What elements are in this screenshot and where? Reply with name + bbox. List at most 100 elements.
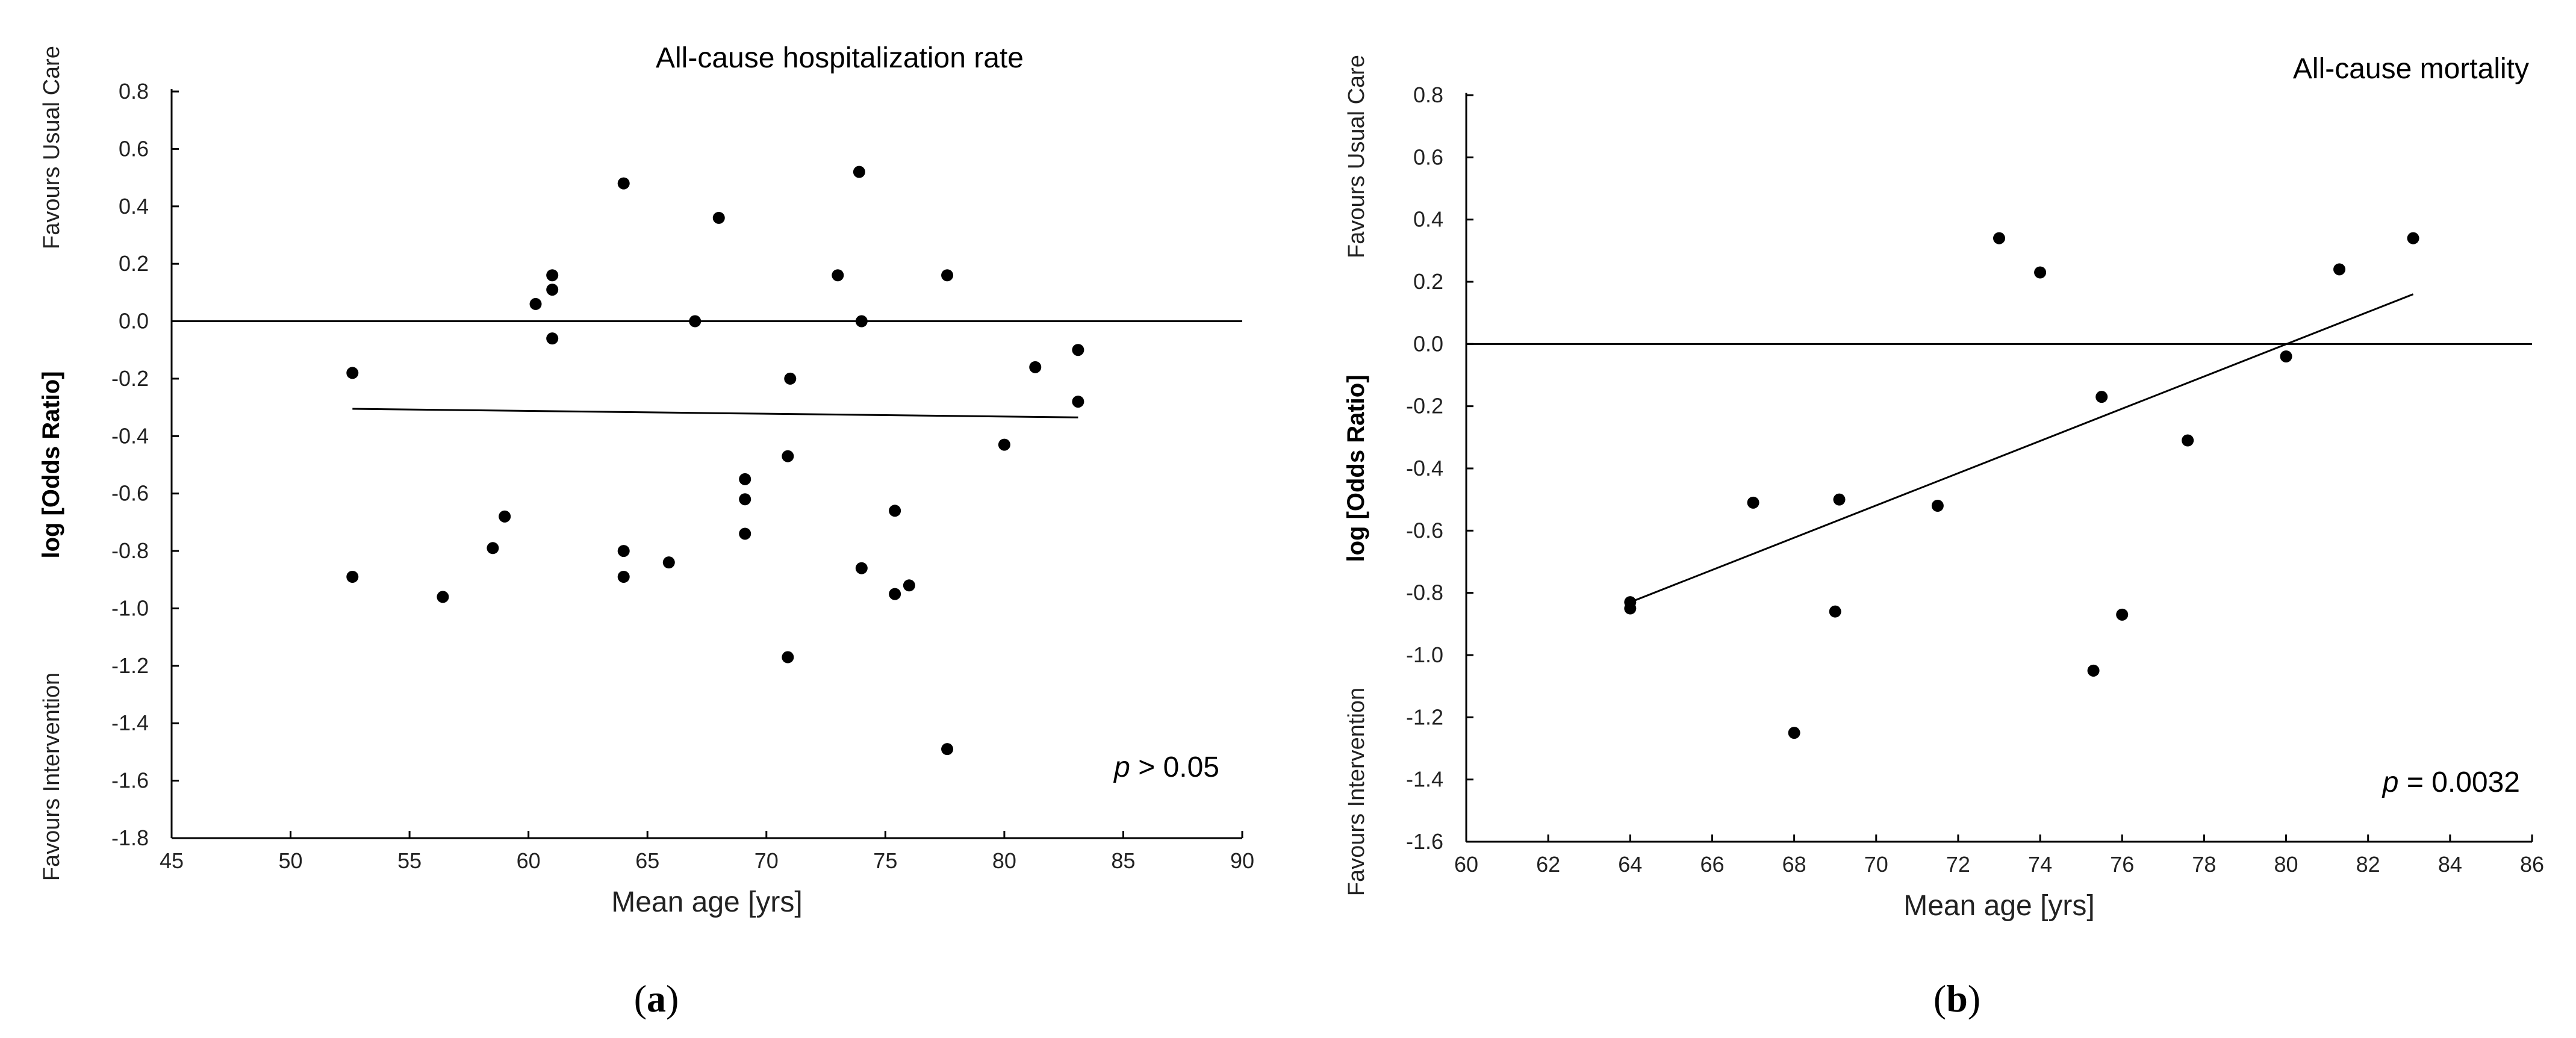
panel-b-x-tick-label: 72 (1946, 852, 1970, 877)
panel-a-y-tick-label: -0.4 (111, 423, 149, 448)
panel-a-data-point-23 (853, 166, 865, 178)
panel-a-y-tick-label: -0.6 (111, 481, 149, 506)
panel-a-y-tick-label: -0.2 (111, 366, 149, 391)
panel-b-x-tick-label: 60 (1454, 852, 1478, 877)
panel-a-x-tick-label: 60 (517, 848, 541, 873)
panel-a-title: All-cause hospitalization rate (656, 42, 1024, 74)
panel-a-chart: 0.8 0.6 0.4 0.2 0.0 -0.2 -0.4 -0.6 -0.8 -1.0 -1.2 -… (38, 42, 1254, 918)
panel-b-x-tick-label: 70 (1864, 852, 1888, 877)
panel-a-data-point-29 (941, 269, 954, 282)
panel-b-y-tick-label: 0.6 (1413, 145, 1443, 169)
panel-b-title: All-cause mortality (2293, 53, 2529, 85)
panel-a-data-point-5 (499, 510, 511, 523)
panel-a-x-tick-label: 80 (992, 848, 1016, 873)
panel-b-y-tick-label: -1.0 (1406, 642, 1443, 667)
panel-b-data-point-12 (2116, 608, 2129, 621)
panel-a-y-tick-label: -0.8 (111, 538, 149, 563)
panel-a-data-point-32 (1029, 361, 1042, 373)
panel-a-x-tick-label: 90 (1230, 848, 1254, 873)
panel-a-regression-line (352, 408, 1078, 418)
panel-b-data-point-3 (1747, 496, 1759, 509)
panel-a-data-point-24 (855, 315, 868, 328)
panel-a-p-value: p > 0.05 (1113, 751, 1219, 783)
panel-b-data-point-8 (1993, 232, 2005, 244)
panel-b-y-tick-label: 0.2 (1413, 269, 1443, 294)
panel-a-y-axis-label: log [Odds Ratio] (38, 371, 64, 558)
panel-b-y-tick-label: -0.8 (1406, 580, 1443, 605)
panel-a-y-tick-label: -1.8 (111, 825, 149, 850)
panel-b-data-point-4 (1788, 727, 1800, 739)
panel-b-data-point-10 (2087, 664, 2100, 677)
panel-b-data-point-11 (2095, 391, 2108, 403)
panel-b-chart: 0.8 0.6 0.4 0.2 0.0 -0.2 -0.4 -0.6 -0.8 -1.0 -1.2 -… (1343, 53, 2544, 922)
panel-b-x-tick-label: 80 (2274, 852, 2298, 877)
panel-b-favours-intervention-label: Favours Intervention (1344, 688, 1369, 896)
panel-a-favours-intervention-label: Favours Intervention (39, 673, 64, 881)
panel-b-caption: (b) (1934, 977, 1980, 1020)
panel-b-y-tick-label: -1.6 (1406, 829, 1443, 854)
panel-a-data-point-2 (346, 571, 359, 583)
panel-a-data-point-18 (739, 527, 751, 540)
panel-b-regression-line (1629, 293, 2414, 603)
panel-b-y-tick-label: -0.6 (1406, 518, 1443, 542)
panel-a-data-point-11 (617, 545, 630, 558)
panel-b-data-point-16 (2407, 232, 2419, 244)
panel-a-y-tick-label: 0.8 (119, 79, 149, 104)
panel-a-data-point-13 (662, 556, 675, 569)
panel-a-data-point-4 (487, 542, 499, 555)
panel-a-data-point-19 (782, 450, 794, 462)
panel-a-x-tick-label: 55 (397, 848, 422, 873)
panel-a-data-point-6 (529, 297, 542, 310)
panel-a-y-tick-label: -1.0 (111, 595, 149, 620)
panel-b-x-tick-label: 64 (1618, 852, 1642, 877)
panel-b-data-point-6 (1833, 493, 1846, 506)
panel-a-data-point-33 (1072, 344, 1084, 356)
panel-b-x-tick-label: 84 (2438, 852, 2462, 877)
panel-a-x-tick-label: 50 (279, 848, 303, 873)
panel-b-p-value: p = 0.0032 (2382, 766, 2520, 798)
panel-a-data-point-1 (346, 367, 359, 379)
panel-a-data-point-17 (739, 493, 751, 506)
panel-b-data-point-7 (1931, 500, 1944, 512)
panel-a-data-point-8 (546, 284, 559, 296)
panel-b-x-tick-label: 82 (2356, 852, 2380, 877)
panel-a-x-tick-label: 70 (754, 848, 779, 873)
panel-a-y-tick-label: 0.0 (119, 309, 149, 334)
panel-a-data-point-22 (832, 269, 844, 282)
panel-a-y-tick-label: 0.2 (119, 251, 149, 276)
panel-a-favours-usual-care-label: Favours Usual Care (39, 46, 64, 249)
panel-b-favours-usual-care-label: Favours Usual Care (1344, 55, 1369, 258)
panel-b-y-axis-label: log [Odds Ratio] (1343, 374, 1369, 562)
panel-a-data-point-12 (617, 571, 630, 583)
panel-a-x-tick-label: 85 (1111, 848, 1135, 873)
panel-b-y-tick-label: 0.0 (1413, 331, 1443, 356)
panel-a-x-tick-label: 75 (873, 848, 897, 873)
panel-a-data-point-25 (855, 562, 868, 574)
panel-b-data-point-13 (2182, 434, 2194, 447)
panel-b-x-tick-label: 68 (1782, 852, 1806, 877)
panel-a-y-tick-label: -1.2 (111, 653, 149, 678)
panel-a-data-point-10 (617, 177, 630, 190)
panel-a-y-tick-label: 0.6 (119, 136, 149, 161)
panel-a-data-point-34 (1072, 396, 1084, 408)
panel-a-data-point-14 (689, 315, 702, 328)
panel-b-y-tick-label: 0.4 (1413, 207, 1443, 232)
panel-b-y-tick-label: -0.2 (1406, 394, 1443, 418)
panel-a-data-point-20 (784, 372, 797, 385)
panel-b-data-point-9 (2034, 266, 2047, 279)
panel-b-x-tick-label: 78 (2192, 852, 2216, 877)
panel-a-x-axis-label: Mean age [yrs] (611, 886, 802, 918)
panel-b-x-axis-label: Mean age [yrs] (1903, 890, 2094, 922)
panel-a-data-point-15 (712, 211, 725, 224)
panel-b-x-tick-label: 66 (1700, 852, 1724, 877)
panel-a-y-tick-label: 0.4 (119, 194, 149, 219)
panel-a-data-point-9 (546, 332, 559, 345)
panel-a-data-point-7 (546, 269, 559, 282)
panel-a-data-point-27 (889, 588, 901, 600)
panel-b-data-point-2 (1624, 602, 1637, 615)
panel-a-data-point-31 (998, 438, 1010, 451)
panel-b-x-tick-label: 62 (1536, 852, 1560, 877)
panel-b-y-tick-label: 0.8 (1413, 82, 1443, 107)
panel-a-y-tick-label: -1.6 (111, 768, 149, 793)
